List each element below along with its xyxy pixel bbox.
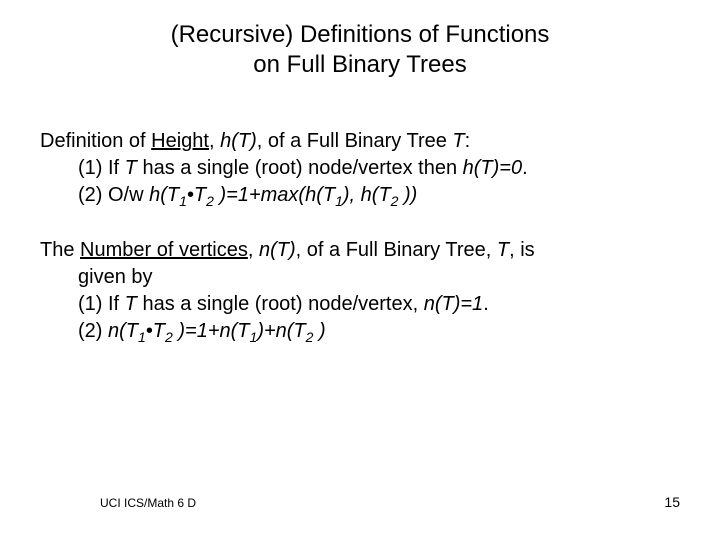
vertices-intro: The Number of vertices, n(T), of a Full … (40, 237, 680, 264)
vertices-base: n(T)=1 (424, 293, 483, 315)
text: , (209, 130, 220, 152)
vertices-rule-2: (2) n(T1•T2 )=1+n(T1)+n(T2 ) (40, 318, 680, 345)
text: , is (509, 239, 535, 261)
vertices-notation: n(T) (259, 239, 296, 261)
height-word: Height (151, 130, 209, 152)
vertices-recursive: n(T1•T2 )=1+n(T1)+n(T2 ) (108, 320, 326, 342)
text: The (40, 239, 80, 261)
text: has a single (root) node/vertex, (137, 293, 424, 315)
text: : (465, 130, 471, 152)
text: )=1+max(h(T (214, 184, 335, 206)
text: )+n(T (257, 320, 305, 342)
sub: 2 (206, 193, 214, 209)
sub: 1 (335, 193, 343, 209)
height-recursive: h(T1•T2 )=1+max(h(T1), h(T2 )) (149, 184, 417, 206)
text: . (522, 157, 528, 179)
text: h(T (149, 184, 179, 206)
text: , of a Full Binary Tree (257, 130, 453, 152)
vertices-rule-1: (1) If T has a single (root) node/vertex… (40, 291, 680, 318)
text: (1) If (78, 293, 125, 315)
sub: 2 (165, 329, 173, 345)
text: (2) (78, 320, 108, 342)
text: ) (313, 320, 325, 342)
title-line2: on Full Binary Trees (253, 51, 466, 78)
height-intro: Definition of Height, h(T), of a Full Bi… (40, 128, 680, 155)
title-line1: (Recursive) Definitions of Functions (171, 21, 550, 48)
height-definition: Definition of Height, h(T), of a Full Bi… (40, 128, 680, 209)
height-base: h(T)=0 (463, 157, 522, 179)
tree-T: T (452, 130, 464, 152)
tree-T: T (497, 239, 509, 261)
footer-course: UCI ICS/Math 6 D (100, 496, 196, 510)
text: )) (398, 184, 417, 206)
text: , (248, 239, 259, 261)
text: )=1+n(T (173, 320, 250, 342)
tree-T: T (125, 293, 137, 315)
page-number: 15 (664, 494, 680, 510)
vertices-definition: The Number of vertices, n(T), of a Full … (40, 237, 680, 345)
text: (2) O/w (78, 184, 149, 206)
sub: 1 (179, 193, 187, 209)
text: has a single (root) node/vertex then (137, 157, 463, 179)
tree-T: T (125, 157, 137, 179)
text: (1) If (78, 157, 125, 179)
vertices-given: given by (40, 264, 680, 291)
text: , of a Full Binary Tree, (296, 239, 497, 261)
text: •T (146, 320, 165, 342)
text: •T (187, 184, 206, 206)
vertices-phrase: Number of vertices (80, 239, 248, 261)
height-rule-1: (1) If T has a single (root) node/vertex… (40, 155, 680, 182)
text: . (483, 293, 489, 315)
height-rule-2: (2) O/w h(T1•T2 )=1+max(h(T1), h(T2 )) (40, 182, 680, 209)
text: n(T (108, 320, 138, 342)
sub: 1 (138, 329, 146, 345)
height-notation: h(T) (220, 130, 257, 152)
text: ), h(T (343, 184, 391, 206)
text: Definition of (40, 130, 151, 152)
slide-title: (Recursive) Definitions of Functions on … (40, 20, 680, 80)
